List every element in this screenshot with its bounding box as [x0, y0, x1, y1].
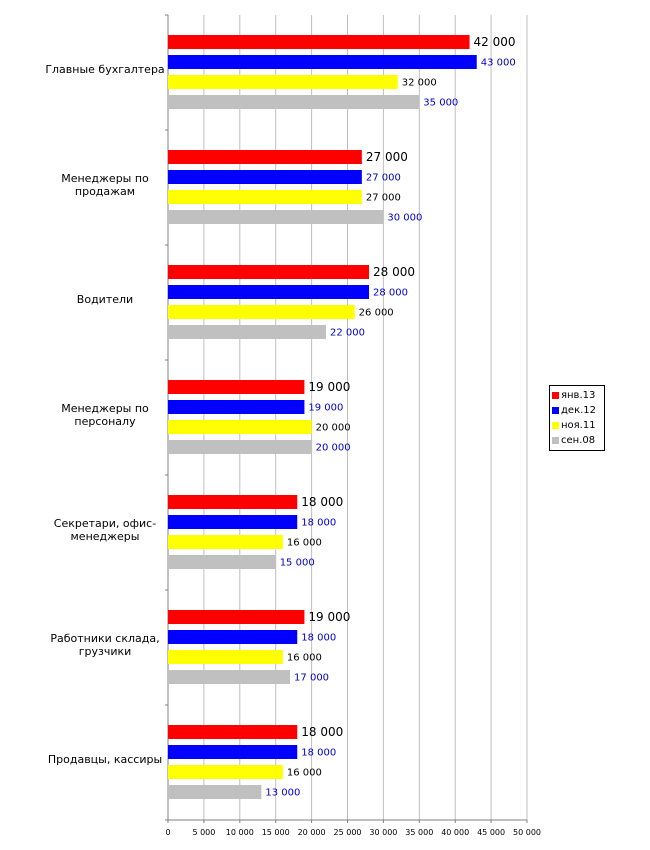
data-label: 20 000	[316, 443, 351, 454]
x-tick-label: 40 000	[441, 828, 469, 837]
x-tick-label: 0	[165, 828, 170, 837]
data-label: 28 000	[373, 288, 408, 299]
bar	[168, 35, 470, 49]
legend-item-jan13: янв.13	[552, 388, 604, 403]
category-label-line: персоналу	[74, 414, 136, 428]
data-label: 18 000	[301, 518, 336, 529]
category-label: Секретари, офис-менеджеры	[30, 517, 180, 543]
data-label: 20 000	[316, 423, 351, 434]
bar	[168, 765, 283, 779]
category-label: Менеджеры по продажам	[30, 172, 180, 198]
data-label: 13 000	[265, 788, 300, 799]
bar	[168, 265, 370, 279]
bar	[168, 170, 362, 184]
bar	[168, 785, 262, 799]
legend-label: ноя.11	[561, 420, 596, 431]
bar	[168, 210, 384, 224]
data-label: 27 000	[366, 193, 401, 204]
bar	[168, 630, 298, 644]
data-label: 18 000	[301, 725, 343, 739]
bar	[168, 555, 276, 569]
bar	[168, 325, 326, 339]
bar	[168, 535, 283, 549]
bar	[168, 495, 298, 509]
legend-item-nov11: ноя.11	[552, 418, 604, 433]
legend: янв.13 дек.12 ноя.11 сен.08	[549, 385, 605, 451]
legend-swatch-blue	[552, 407, 559, 414]
data-label: 16 000	[287, 538, 322, 549]
x-tick-label: 10 000	[226, 828, 254, 837]
category-label-line: Главные бухгалтера	[45, 63, 165, 76]
bar	[168, 610, 305, 624]
bar	[168, 670, 291, 684]
bar	[168, 190, 362, 204]
legend-item-sep08: сен.08	[552, 433, 604, 448]
x-tick-label: 25 000	[334, 828, 362, 837]
bar	[168, 650, 283, 664]
data-label: 43 000	[481, 58, 516, 69]
data-label: 27 000	[366, 173, 401, 184]
category-label-line: продажам	[74, 184, 136, 198]
legend-label: сен.08	[561, 435, 596, 446]
category-label-line: Секретари, офис-	[53, 516, 157, 530]
bar	[168, 515, 298, 529]
data-label: 16 000	[287, 768, 322, 779]
legend-label: янв.13	[561, 390, 596, 401]
data-label: 19 000	[308, 403, 343, 414]
data-label: 27 000	[366, 150, 408, 164]
data-label: 18 000	[301, 748, 336, 759]
bar	[168, 75, 398, 89]
data-label: 17 000	[294, 673, 329, 684]
category-label-line: Менеджеры по	[61, 171, 149, 185]
category-label: Продавцы, кассиры	[30, 753, 180, 766]
data-label: 16 000	[287, 653, 322, 664]
bar	[168, 400, 305, 414]
bar	[168, 55, 477, 69]
legend-swatch-red	[552, 392, 559, 399]
data-label: 19 000	[308, 610, 350, 624]
bar	[168, 285, 370, 299]
bar	[168, 440, 312, 454]
data-label: 18 000	[301, 633, 336, 644]
legend-item-dec12: дек.12	[552, 403, 604, 418]
category-label-line: Продавцы, кассиры	[47, 753, 163, 766]
data-label: 32 000	[402, 78, 437, 89]
data-label: 30 000	[387, 213, 422, 224]
x-tick-label: 15 000	[262, 828, 290, 837]
bar	[168, 725, 298, 739]
data-label: 26 000	[359, 308, 394, 319]
data-label: 19 000	[308, 380, 350, 394]
bar	[168, 380, 305, 394]
legend-swatch-gray	[552, 437, 559, 444]
data-label: 22 000	[330, 328, 365, 339]
x-tick-label: 45 000	[477, 828, 505, 837]
x-tick-label: 20 000	[298, 828, 326, 837]
legend-label: дек.12	[561, 405, 597, 416]
category-label: Работники склада, грузчики	[30, 632, 180, 658]
bar	[168, 95, 420, 109]
data-label: 42 000	[474, 35, 516, 49]
category-label: Главные бухгалтера	[30, 63, 180, 76]
category-label-line: Работники склада,	[50, 631, 160, 645]
data-label: 35 000	[423, 98, 458, 109]
category-label-line: Водители	[76, 293, 134, 306]
category-label: Водители	[30, 293, 180, 306]
x-tick-label: 50 000	[513, 828, 541, 837]
bar	[168, 420, 312, 434]
data-label: 28 000	[373, 265, 415, 279]
data-label: 18 000	[301, 495, 343, 509]
legend-swatch-yellow	[552, 422, 559, 429]
category-label-line: грузчики	[78, 644, 132, 658]
bar	[168, 745, 298, 759]
x-tick-label: 5 000	[192, 828, 215, 837]
data-label: 15 000	[280, 558, 315, 569]
bar	[168, 305, 355, 319]
category-label-line: Менеджеры по	[61, 401, 149, 415]
category-label-line: менеджеры	[70, 529, 140, 543]
bar	[168, 150, 362, 164]
x-tick-label: 30 000	[369, 828, 397, 837]
category-label: Менеджеры по персоналу	[30, 402, 180, 428]
x-tick-label: 35 000	[405, 828, 433, 837]
